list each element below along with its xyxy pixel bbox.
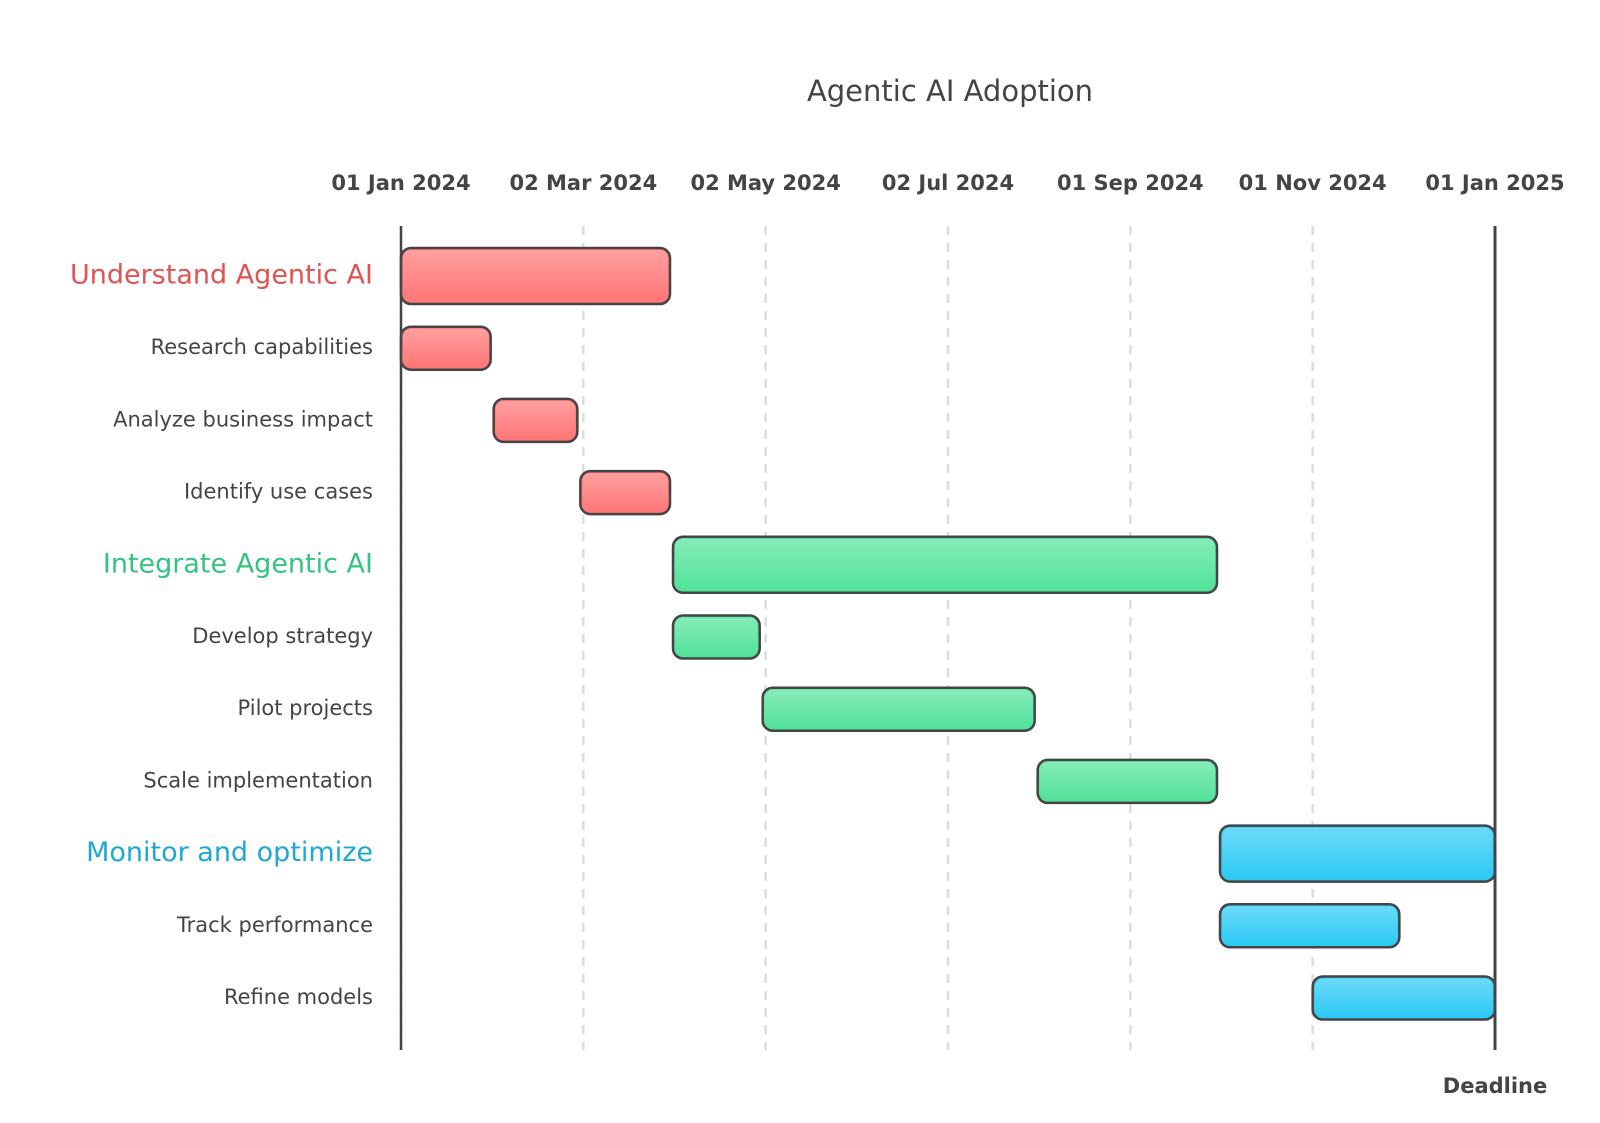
bar-shine [675, 538, 1216, 591]
task-label: Research capabilities [151, 335, 373, 359]
bar-shine [1314, 978, 1493, 1018]
bar-shine [1039, 761, 1216, 801]
x-tick-label: 01 Jan 2024 [331, 171, 470, 195]
bar-shine [675, 617, 758, 657]
x-tick-label: 02 Jul 2024 [882, 171, 1014, 195]
task-label: Scale implementation [143, 768, 373, 792]
task-label: Develop strategy [192, 624, 373, 648]
x-tick-label: 01 Nov 2024 [1239, 171, 1387, 195]
bar-shine [403, 250, 669, 302]
section-label: Understand Agentic AI [70, 260, 373, 291]
task-label: Track performance [176, 913, 373, 937]
bar-shine [403, 328, 489, 368]
task-label: Analyze business impact [113, 407, 373, 431]
section-label: Monitor and optimize [86, 837, 373, 868]
bar-shine [582, 473, 669, 513]
task-label: Pilot projects [238, 696, 373, 720]
x-tick-label: 02 May 2024 [690, 171, 840, 195]
bar-shine [764, 689, 1033, 729]
bar-shine [1222, 827, 1493, 880]
section-label: Integrate Agentic AI [103, 548, 373, 579]
bar-shine [495, 400, 576, 440]
chart-title: Agentic AI Adoption [807, 74, 1093, 108]
task-label: Identify use cases [184, 480, 373, 504]
x-tick-label: 01 Jan 2025 [1425, 171, 1564, 195]
task-label: Refine models [224, 985, 373, 1009]
deadline-label: Deadline [1443, 1074, 1547, 1098]
x-tick-label: 01 Sep 2024 [1057, 171, 1204, 195]
bar-shine [1222, 906, 1398, 946]
x-tick-label: 02 Mar 2024 [509, 171, 657, 195]
